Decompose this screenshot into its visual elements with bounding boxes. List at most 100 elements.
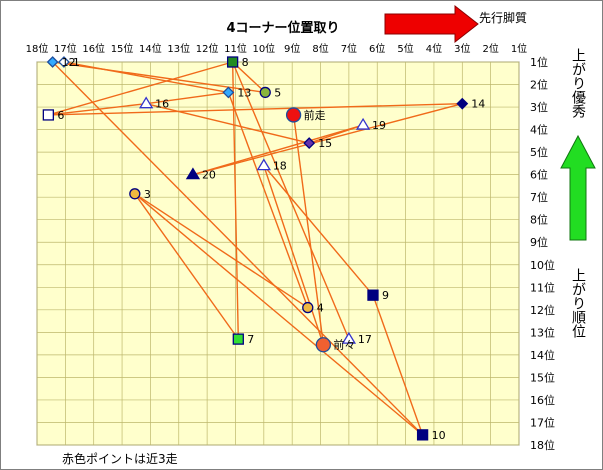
point-label-前走: 前走 <box>304 108 326 122</box>
data-point-10 <box>416 429 429 441</box>
data-point-6 <box>42 109 54 121</box>
connector-line <box>146 91 229 105</box>
y-tick-label: 1位 <box>530 55 548 69</box>
connector-line <box>227 92 309 308</box>
y-tick-label: 10位 <box>530 258 555 272</box>
data-point-17 <box>341 331 357 344</box>
connector-line <box>134 193 239 340</box>
connector-line <box>372 294 424 436</box>
x-tick-label: 12位 <box>196 42 219 55</box>
data-point-13 <box>222 86 235 99</box>
point-label-19: 19 <box>372 119 386 132</box>
point-label-6: 6 <box>57 109 64 122</box>
point-label-前々: 前々 <box>333 338 355 352</box>
y-tick-label: 17位 <box>530 415 555 429</box>
y-tick-label: 4位 <box>530 123 548 137</box>
data-point-14 <box>456 97 469 110</box>
chart-title: 4コーナー位置取り <box>226 20 339 36</box>
y-tick-label: 8位 <box>530 213 548 227</box>
connector-line <box>292 114 325 345</box>
data-point-8 <box>226 56 239 68</box>
data-point-9 <box>367 289 379 301</box>
right-label-bottom: 上がり順位 <box>570 268 586 338</box>
forward-arrow-icon <box>384 4 479 44</box>
data-point-5 <box>259 86 271 99</box>
point-label-16: 16 <box>155 98 169 111</box>
connector-line <box>63 61 229 94</box>
data-point-15 <box>303 137 316 150</box>
y-tick-label: 16位 <box>530 393 555 407</box>
data-point-4 <box>302 301 314 314</box>
y-tick-label: 6位 <box>530 168 548 182</box>
x-tick-label: 17位 <box>54 42 77 55</box>
data-point-18 <box>256 158 271 171</box>
x-tick-label: 7位 <box>341 42 357 55</box>
x-tick-label: 1位 <box>511 42 527 55</box>
x-tick-label: 5位 <box>397 42 413 55</box>
point-label-8: 8 <box>242 56 249 69</box>
connector-line <box>263 165 325 345</box>
connector-line <box>134 193 424 436</box>
x-tick-label: 10位 <box>252 42 275 55</box>
data-point-7 <box>232 333 244 345</box>
point-label-5: 5 <box>274 86 281 99</box>
connector-line <box>192 103 463 176</box>
connector-line <box>231 61 240 340</box>
x-tick-label: 4位 <box>426 42 442 55</box>
point-label-1: 1 <box>73 56 80 69</box>
connector-line <box>48 61 233 116</box>
data-point-19 <box>355 117 371 130</box>
point-label-18: 18 <box>273 160 287 173</box>
footnote: 赤色ポイントは近3走 <box>62 452 178 466</box>
point-label-7: 7 <box>247 333 254 346</box>
point-label-13: 13 <box>237 86 251 99</box>
x-tick-label: 3位 <box>454 42 470 55</box>
connector-line <box>308 124 364 144</box>
data-point-16 <box>139 96 154 109</box>
point-label-17: 17 <box>358 333 372 346</box>
y-tick-label: 3位 <box>530 100 548 114</box>
data-point-20 <box>185 167 201 180</box>
connector-line <box>48 102 147 116</box>
connector-line <box>48 102 463 116</box>
x-tick-label: 11位 <box>224 42 247 55</box>
x-tick-label: 13位 <box>167 42 190 55</box>
y-tick-label: 2位 <box>530 78 548 92</box>
x-tick-label: 14位 <box>139 42 162 55</box>
point-label-14: 14 <box>471 98 485 111</box>
connector-line <box>192 124 364 176</box>
point-label-10: 10 <box>432 429 446 442</box>
x-tick-label: 16位 <box>82 42 105 55</box>
point-label-9: 9 <box>382 289 389 302</box>
x-tick-label: 18位 <box>26 42 49 55</box>
x-tick-label: 6位 <box>369 42 385 55</box>
up-arrow-icon <box>560 134 596 241</box>
x-tick-label: 9位 <box>284 42 300 55</box>
connector-line <box>263 165 374 296</box>
point-label-12: 12 <box>62 56 76 69</box>
connector-line <box>52 61 424 436</box>
y-tick-label: 18位 <box>530 438 555 452</box>
y-tick-label: 11位 <box>530 280 555 294</box>
y-tick-label: 9位 <box>530 235 548 249</box>
y-tick-label: 13位 <box>530 325 555 339</box>
y-tick-label: 14位 <box>530 348 555 362</box>
plot-area <box>36 61 520 446</box>
data-point-前々 <box>315 337 332 353</box>
right-label-top: 上がり優秀 <box>570 48 586 119</box>
data-point-1 <box>58 56 70 68</box>
data-point-前走 <box>285 107 302 123</box>
top-arrow-label: 先行脚質 <box>479 10 527 25</box>
connector-line <box>145 102 310 144</box>
x-tick-label: 15位 <box>111 42 134 55</box>
point-label-15: 15 <box>318 137 332 150</box>
point-label-4: 4 <box>317 302 324 315</box>
connector-line <box>134 193 309 309</box>
data-point-3 <box>129 188 141 200</box>
point-label-20: 20 <box>202 169 216 182</box>
y-tick-label: 15位 <box>530 370 555 384</box>
x-tick-label: 8位 <box>312 42 328 55</box>
y-tick-label: 5位 <box>530 145 548 159</box>
point-label-3: 3 <box>144 188 151 201</box>
